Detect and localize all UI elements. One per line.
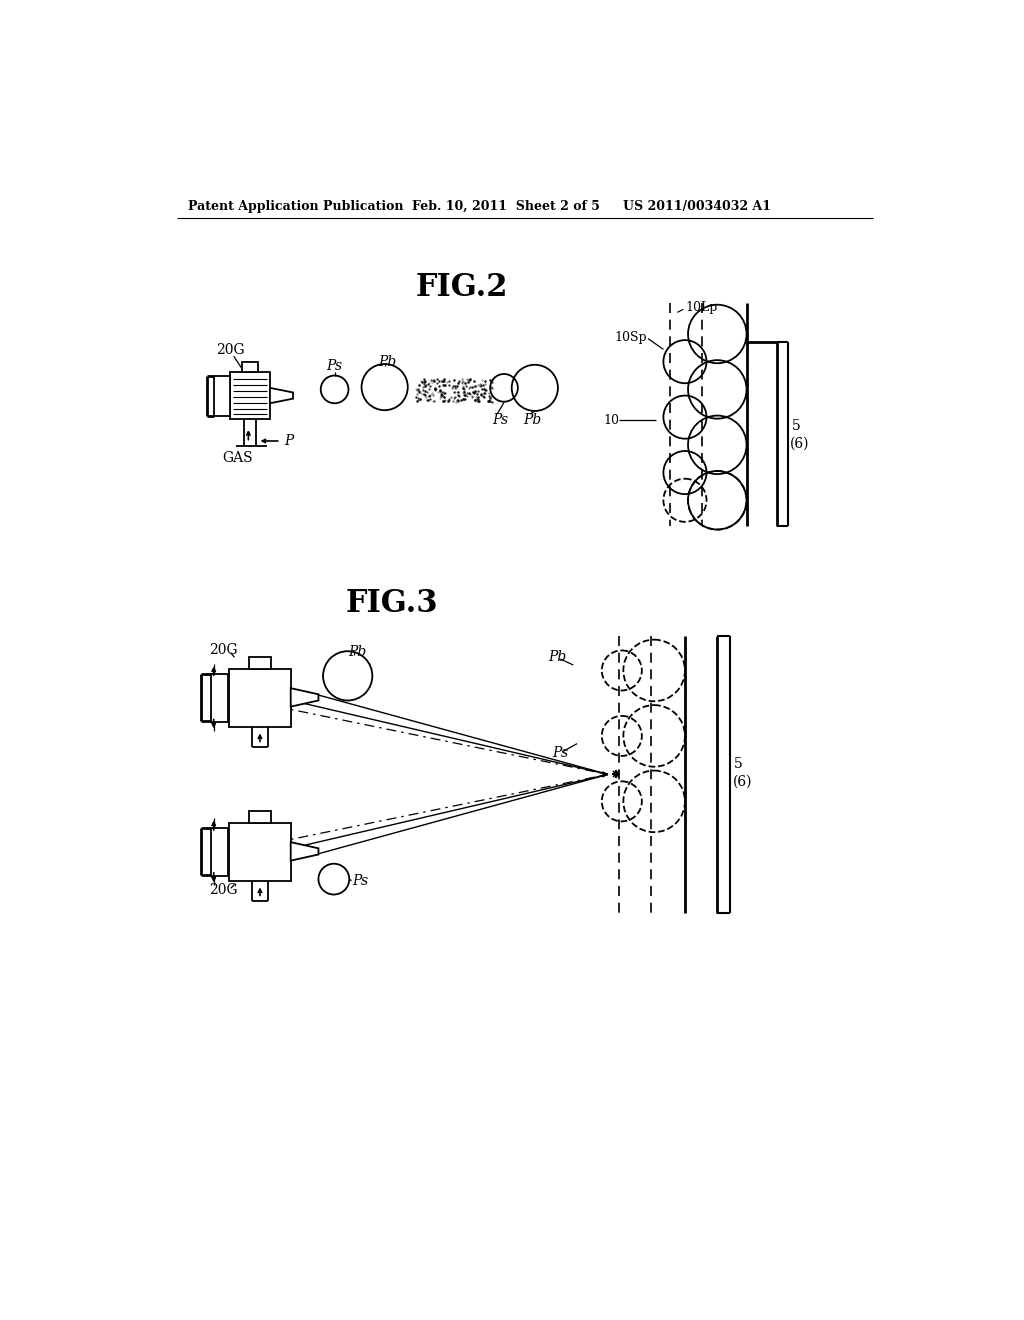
- FancyBboxPatch shape: [211, 673, 227, 722]
- Text: 5: 5: [792, 420, 801, 433]
- Text: US 2011/0034032 A1: US 2011/0034032 A1: [624, 199, 771, 213]
- Text: P: P: [284, 434, 293, 447]
- Text: Ps: Ps: [352, 874, 369, 887]
- Text: Pb: Pb: [348, 645, 367, 659]
- Text: 5: 5: [734, 756, 743, 771]
- FancyBboxPatch shape: [230, 372, 270, 420]
- Text: Patent Application Publication: Patent Application Publication: [188, 199, 403, 213]
- FancyBboxPatch shape: [229, 669, 291, 726]
- Text: 20G: 20G: [216, 343, 245, 358]
- Text: 10Sp: 10Sp: [614, 330, 647, 343]
- Text: Pb: Pb: [548, 651, 566, 664]
- Text: (6): (6): [733, 775, 753, 789]
- Text: Ps: Ps: [493, 413, 509, 428]
- FancyBboxPatch shape: [229, 822, 291, 880]
- Text: Pb: Pb: [523, 413, 542, 428]
- Text: FIG.2: FIG.2: [416, 272, 508, 304]
- Polygon shape: [270, 388, 293, 404]
- Text: 20G: 20G: [209, 643, 238, 656]
- Text: (6): (6): [790, 437, 809, 450]
- Polygon shape: [291, 842, 318, 861]
- Text: 20G: 20G: [209, 883, 238, 896]
- FancyBboxPatch shape: [211, 828, 227, 876]
- Text: Ps: Ps: [326, 359, 342, 374]
- Text: Ps: Ps: [553, 746, 568, 760]
- FancyBboxPatch shape: [249, 810, 270, 822]
- FancyBboxPatch shape: [214, 376, 230, 416]
- Text: 10Lp: 10Lp: [685, 301, 718, 314]
- Text: Feb. 10, 2011  Sheet 2 of 5: Feb. 10, 2011 Sheet 2 of 5: [412, 199, 599, 213]
- Text: Pb: Pb: [379, 355, 396, 370]
- Text: GAS: GAS: [222, 451, 253, 465]
- Text: FIG.3: FIG.3: [346, 587, 438, 619]
- FancyBboxPatch shape: [243, 363, 258, 372]
- Polygon shape: [291, 688, 318, 706]
- Text: 10: 10: [603, 413, 620, 426]
- FancyBboxPatch shape: [249, 656, 270, 669]
